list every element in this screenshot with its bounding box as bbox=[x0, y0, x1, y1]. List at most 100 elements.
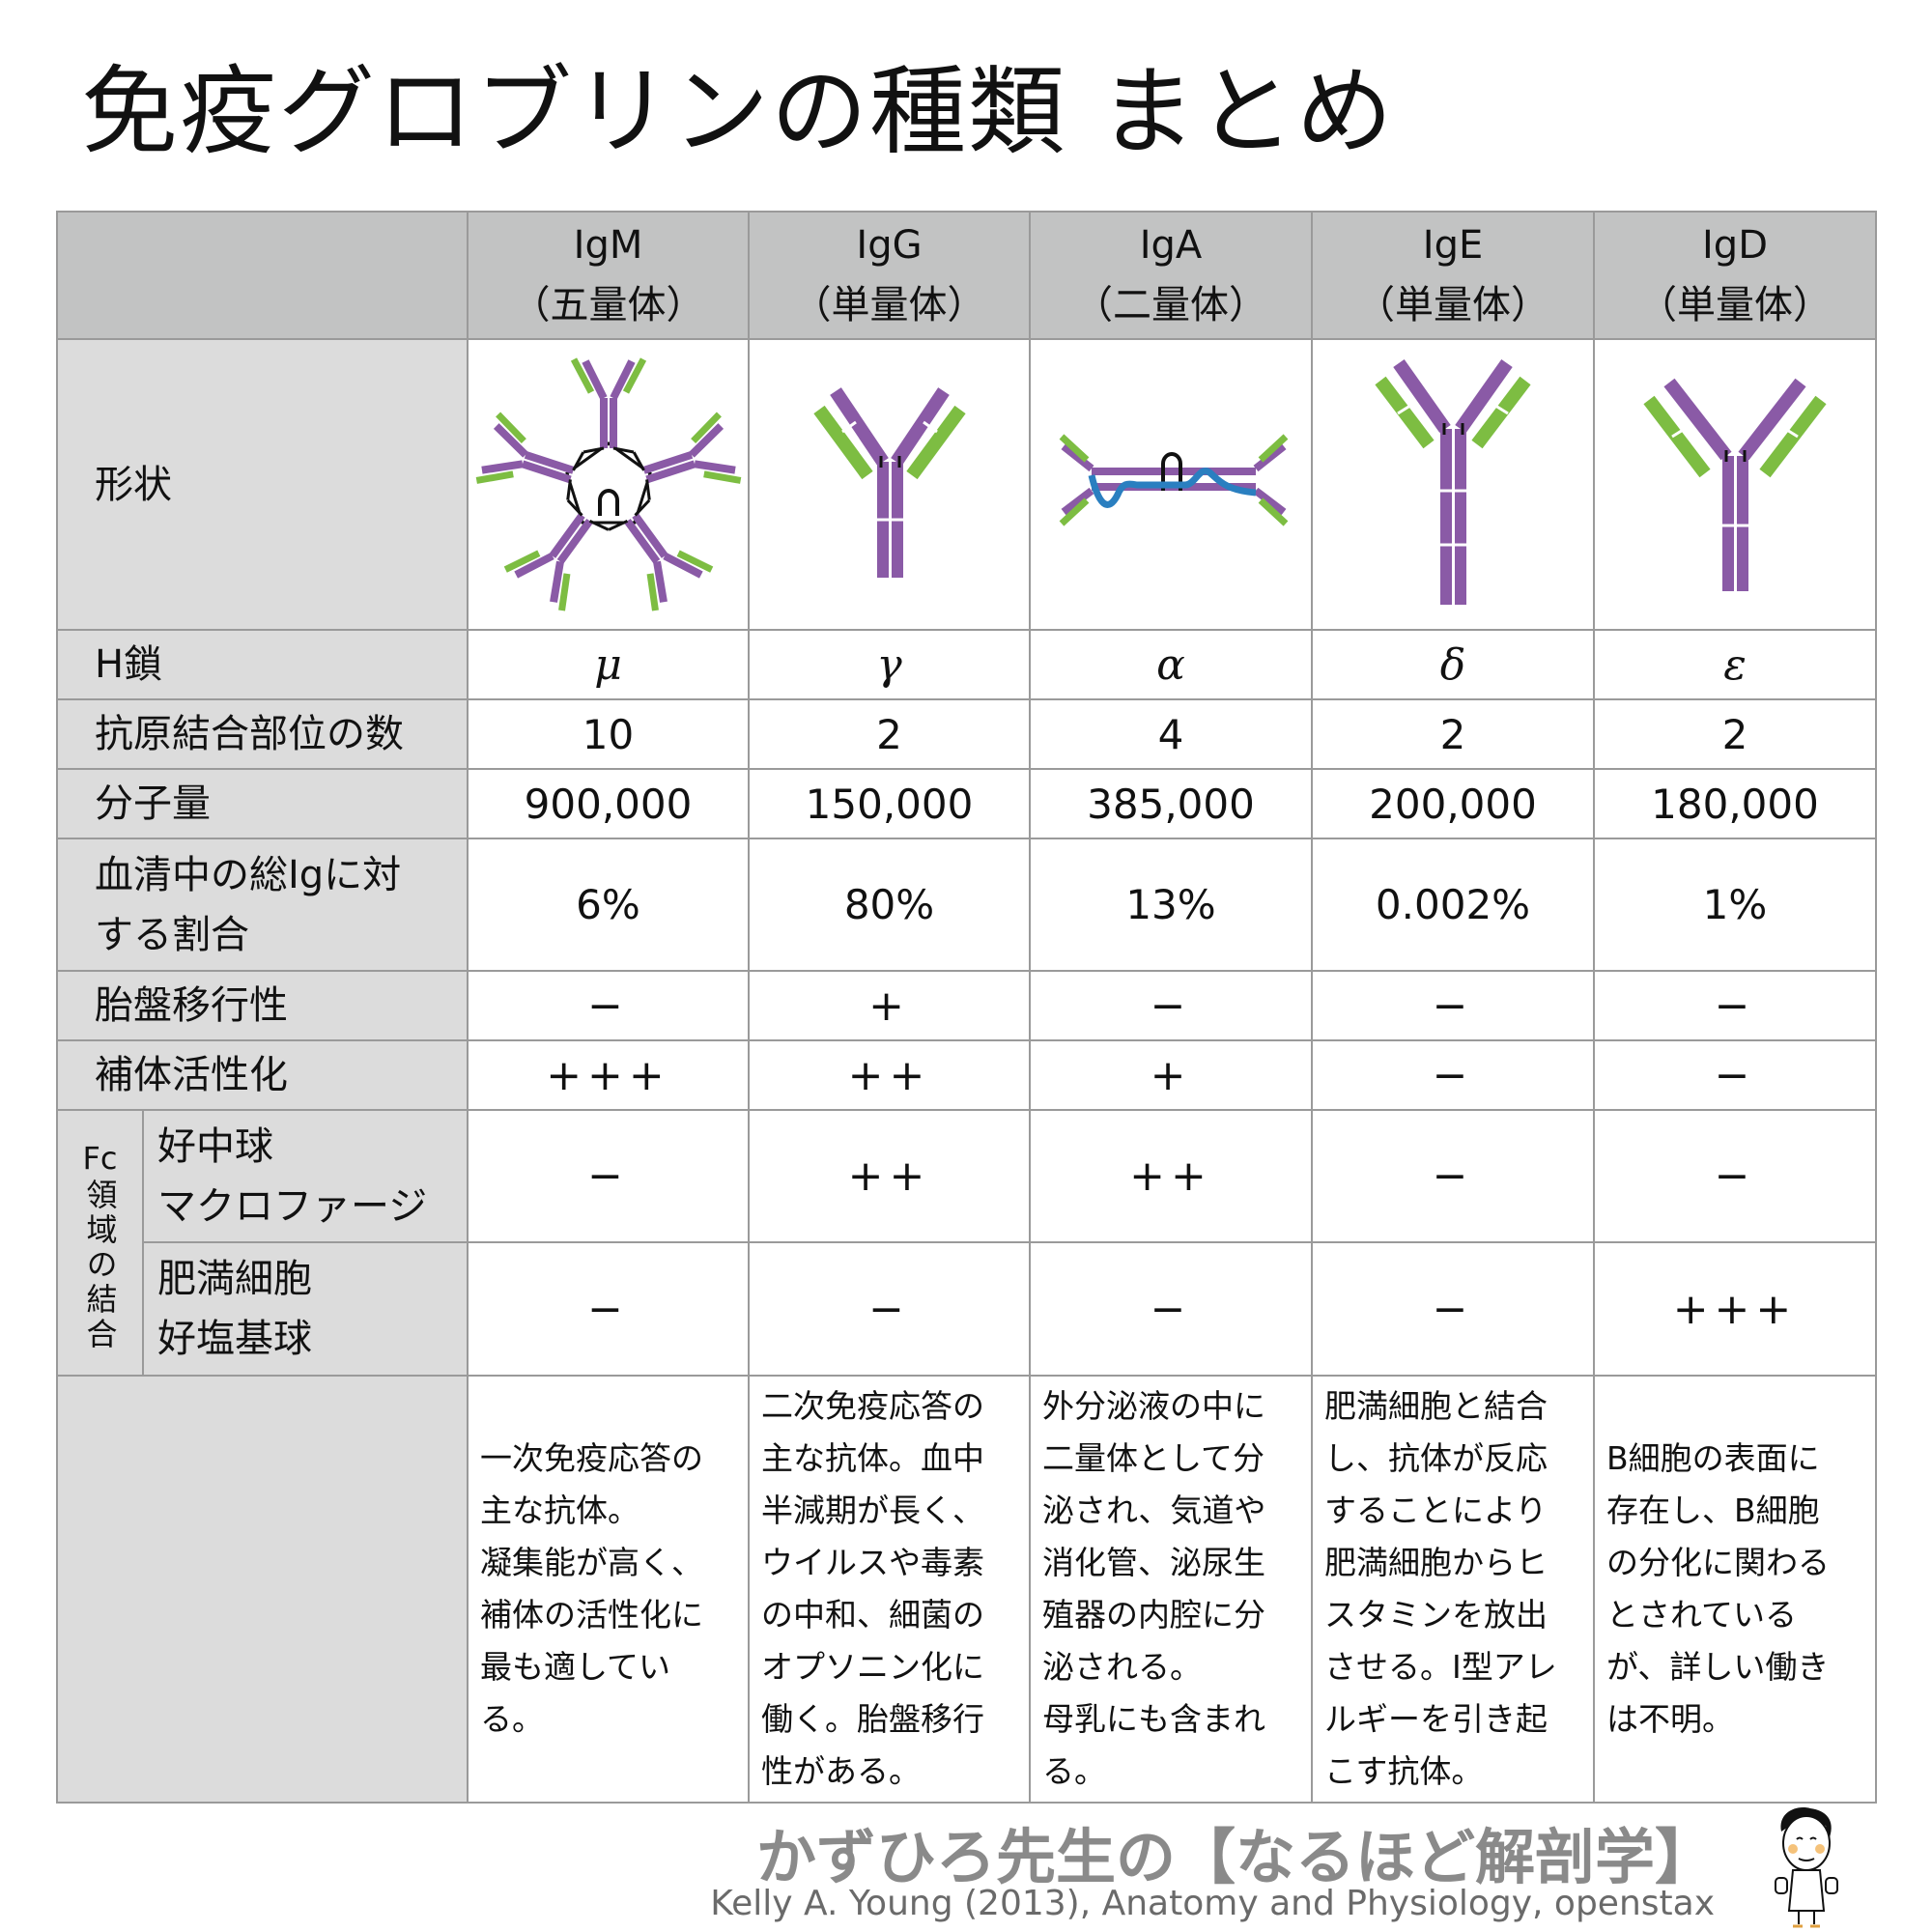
cell: α bbox=[1029, 629, 1313, 700]
description-line: 補体の活性化に bbox=[480, 1596, 703, 1634]
description-line: 泌される。 bbox=[1042, 1648, 1202, 1686]
immunoglobulin-table: IgM （五量体） IgG （単量体） IgA （二量体） IgE （単量体） IgD （… bbox=[56, 211, 1877, 1804]
description-line: 存在し、B細胞 bbox=[1606, 1492, 1820, 1529]
column-header-igg: IgG （単量体） bbox=[748, 211, 1031, 340]
cell: μ bbox=[467, 629, 750, 700]
cell: 1% bbox=[1593, 838, 1877, 972]
column-header-iga: IgA （二量体） bbox=[1029, 211, 1313, 340]
placental-transfer-row: 胎盤移行性 − + − − − bbox=[56, 970, 1877, 1041]
label-line: 好中球 bbox=[157, 1123, 273, 1169]
description-igg: 二次免疫応答の 主な抗体。血中 半減期が長く、 ウイルスや毒素 の中和、細菌の オプソニン… bbox=[748, 1375, 1031, 1804]
description-ige: 肥満細胞と結合 し、抗体が反応 することにより 肥満細胞からヒ スタミンを放出 させる。I… bbox=[1311, 1375, 1595, 1804]
row-label: 血清中の総Igに対 する割合 bbox=[56, 838, 469, 972]
column-header-igm: IgM （五量体） bbox=[467, 211, 750, 340]
cell: γ bbox=[748, 629, 1031, 700]
cell: 0.002% bbox=[1311, 838, 1595, 972]
label-line: 肥満細胞 bbox=[157, 1257, 312, 1301]
label-line: 血清中の総Igに対 bbox=[95, 852, 402, 897]
description-line: 二量体として分 bbox=[1042, 1439, 1265, 1477]
description-line: る。 bbox=[480, 1700, 544, 1738]
igm-pentamer-icon bbox=[469, 340, 748, 625]
cell: 2 bbox=[1593, 698, 1877, 770]
cell: 4 bbox=[1029, 698, 1313, 770]
cell: − bbox=[1311, 1109, 1595, 1243]
serum-ratio-row: 血清中の総Igに対 する割合 6% 80% 13% 0.002% 1% bbox=[56, 838, 1877, 972]
description-line: 凝集能が高く、 bbox=[480, 1544, 703, 1581]
fc-mast-row: 肥満細胞 好塩基球 − − − − +++ bbox=[57, 1241, 1877, 1377]
cell: 180,000 bbox=[1593, 768, 1877, 839]
shape-cell-igd bbox=[1593, 338, 1877, 631]
description-line: とされている bbox=[1606, 1596, 1798, 1634]
description-line: 性がある。 bbox=[761, 1752, 921, 1790]
description-line: し、抗体が反応 bbox=[1324, 1439, 1548, 1477]
row-label: 分子量 bbox=[56, 768, 469, 839]
description-iga: 外分泌液の中に 二量体として分 泌され、気道や 消化管、泌尿生 殖器の内腔に分 泌される。… bbox=[1029, 1375, 1313, 1804]
fc-group-label: Fc 領域の結合 bbox=[56, 1109, 144, 1377]
fc-label-rest: 領域の結合 bbox=[81, 1178, 119, 1352]
cell: − bbox=[1593, 1109, 1877, 1243]
row-label: 肥満細胞 好塩基球 bbox=[142, 1241, 469, 1377]
fc-neutrophil-row: Fc 領域の結合 好中球マクロファージ − ++ ++ − − bbox=[56, 1109, 1877, 1377]
cell: + bbox=[1029, 1039, 1313, 1111]
igd-monomer-icon bbox=[1643, 378, 1827, 591]
description-line: 母乳にも含まれ bbox=[1042, 1700, 1265, 1738]
shape-cell-iga bbox=[1029, 338, 1313, 631]
column-name: IgE bbox=[1422, 223, 1484, 268]
description-line: 一次免疫応答の bbox=[480, 1439, 703, 1477]
cell: − bbox=[1593, 1039, 1877, 1111]
column-form: （単量体） bbox=[1638, 283, 1832, 327]
description-line: ウイルスや毒素 bbox=[761, 1544, 984, 1581]
description-line: オプソニン化に bbox=[761, 1648, 984, 1686]
shape-cell-igm bbox=[467, 338, 750, 631]
cell: − bbox=[467, 1241, 750, 1377]
description-label-cell bbox=[56, 1375, 469, 1804]
column-name: IgM bbox=[573, 223, 643, 268]
column-form: （二量体） bbox=[1074, 283, 1267, 327]
cell: − bbox=[467, 1109, 750, 1243]
heavy-chain-row: H鎖 μ γ α δ ε bbox=[56, 629, 1877, 700]
cell: 150,000 bbox=[748, 768, 1031, 839]
row-label: 補体活性化 bbox=[56, 1039, 469, 1111]
description-line: の分化に関わる bbox=[1606, 1544, 1830, 1581]
cell: 2 bbox=[748, 698, 1031, 770]
cell: ++ bbox=[1029, 1109, 1313, 1243]
column-name: IgA bbox=[1139, 223, 1203, 268]
cell: +++ bbox=[467, 1039, 750, 1111]
molecular-weight-row: 分子量 900,000 150,000 385,000 200,000 180,… bbox=[56, 768, 1877, 839]
cell: − bbox=[1593, 970, 1877, 1041]
description-line: させる。I型アレ bbox=[1324, 1648, 1557, 1686]
cell: ++ bbox=[748, 1109, 1031, 1243]
cell: − bbox=[748, 1241, 1031, 1377]
complement-row: 補体活性化 +++ ++ + − − bbox=[56, 1039, 1877, 1111]
description-igd: B細胞の表面に 存在し、B細胞 の分化に関わる とされている が、詳しい働き は不明。 bbox=[1593, 1375, 1877, 1804]
column-form: （単量体） bbox=[792, 283, 986, 327]
description-line: スタミンを放出 bbox=[1324, 1596, 1548, 1634]
description-line: が、詳しい働き bbox=[1606, 1648, 1830, 1686]
description-line: 半減期が長く、 bbox=[761, 1492, 984, 1529]
description-line: 働く。胎盤移行 bbox=[761, 1700, 984, 1738]
description-line: 消化管、泌尿生 bbox=[1042, 1544, 1265, 1581]
column-header-igd: IgD （単量体） bbox=[1593, 211, 1877, 340]
row-label: 形状 bbox=[56, 338, 469, 631]
igg-monomer-icon bbox=[813, 387, 966, 578]
cell: − bbox=[1311, 1039, 1595, 1111]
description-line: 肥満細胞からヒ bbox=[1324, 1544, 1548, 1581]
cell: ε bbox=[1593, 629, 1877, 700]
column-form: （単量体） bbox=[1356, 283, 1549, 327]
description-line: 肥満細胞と結合 bbox=[1324, 1387, 1548, 1425]
column-form: （五量体） bbox=[511, 283, 705, 327]
description-line: 最も適してい bbox=[480, 1648, 671, 1686]
cell: − bbox=[1029, 1241, 1313, 1377]
cell: +++ bbox=[1593, 1241, 1877, 1377]
iga-dimer-icon bbox=[1059, 434, 1289, 526]
row-label: H鎖 bbox=[56, 629, 469, 700]
description-line: 主な抗体。 bbox=[480, 1492, 639, 1529]
description-igm: 一次免疫応答の 主な抗体。凝集能が高く、 補体の活性化に 最も適してい る。 bbox=[467, 1375, 750, 1804]
description-row: 一次免疫応答の 主な抗体。凝集能が高く、 補体の活性化に 最も適してい る。 二次免疫応… bbox=[56, 1375, 1877, 1804]
cell: − bbox=[1311, 970, 1595, 1041]
column-name: IgG bbox=[856, 223, 923, 268]
cell: 13% bbox=[1029, 838, 1313, 972]
label-line: マクロファージ bbox=[157, 1183, 428, 1229]
description-line: の中和、細菌の bbox=[761, 1596, 984, 1634]
label-line: 好塩基球 bbox=[157, 1317, 312, 1361]
